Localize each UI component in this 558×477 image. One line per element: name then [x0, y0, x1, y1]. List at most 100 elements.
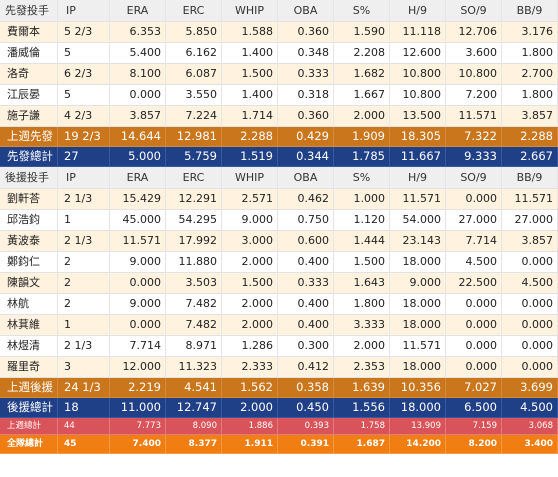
stat-cell: 2.571: [222, 189, 278, 210]
stat-cell: 2.700: [502, 64, 558, 85]
stat-cell: 0.000: [110, 85, 166, 106]
stat-cell: 2.000: [334, 336, 390, 357]
stat-cell: 24 1/3: [58, 378, 110, 398]
column-header: WHIP: [222, 167, 278, 189]
stat-cell: 27: [58, 147, 110, 167]
column-header: IP: [58, 167, 110, 189]
stat-cell: 17.992: [166, 231, 222, 252]
stat-cell: 0.400: [278, 294, 334, 315]
stat-cell: 1.639: [334, 378, 390, 398]
stat-cell: 11.571: [390, 336, 446, 357]
starters-last-week-row: 上週先發 19 2/3 14.644 12.981 2.288 0.429 1.909 18.…: [0, 127, 558, 147]
stat-cell: 0.400: [278, 252, 334, 273]
stat-cell: 0.462: [278, 189, 334, 210]
table-row: 潘威倫 5 5.400 6.162 1.400 0.348 2.208 12.600 3.600…: [0, 43, 558, 64]
row-label: 費爾本: [0, 22, 58, 43]
stat-cell: 22.500: [446, 273, 502, 294]
stat-cell: 3.857: [502, 106, 558, 127]
stat-cell: 1.800: [502, 85, 558, 106]
stat-cell: 14.200: [390, 435, 446, 454]
pitching-stats-table: 先發投手 IP ERA ERC WHIP OBA S% H/9 SO/9 BB/9 費爾本 5 2/3…: [0, 0, 558, 454]
stat-cell: 11.118: [390, 22, 446, 43]
stat-cell: 7.159: [446, 418, 502, 435]
stat-cell: 1.556: [334, 398, 390, 418]
stat-cell: 2.288: [502, 127, 558, 147]
stat-cell: 1.500: [334, 252, 390, 273]
column-header: BB/9: [502, 167, 558, 189]
stat-cell: 8.971: [166, 336, 222, 357]
stat-cell: 0.344: [278, 147, 334, 167]
stat-cell: 1.444: [334, 231, 390, 252]
table-body: 先發投手 IP ERA ERC WHIP OBA S% H/9 SO/9 BB/9 費爾本 5 2/3…: [0, 0, 558, 454]
stat-cell: 0.348: [278, 43, 334, 64]
stat-cell: 1.687: [334, 435, 390, 454]
stat-cell: 2: [58, 252, 110, 273]
relievers-total-row: 後援總計 18 11.000 12.747 2.000 0.450 1.556 18.000 6…: [0, 398, 558, 418]
table-row: 林煜清 2 1/3 7.714 8.971 1.286 0.300 2.000 11.571 0…: [0, 336, 558, 357]
stat-cell: 2: [58, 294, 110, 315]
stat-cell: 1.785: [334, 147, 390, 167]
stat-cell: 2.000: [222, 398, 278, 418]
row-label: 林煜清: [0, 336, 58, 357]
stat-cell: 0.360: [278, 22, 334, 43]
stat-cell: 3.400: [502, 435, 558, 454]
stat-cell: 0.333: [278, 273, 334, 294]
column-header: ERA: [110, 0, 166, 22]
row-label: 上週先發: [0, 127, 58, 147]
stat-cell: 2.000: [222, 252, 278, 273]
stat-cell: 3.600: [446, 43, 502, 64]
stat-cell: 1.911: [222, 435, 278, 454]
column-header: S%: [334, 0, 390, 22]
column-header: WHIP: [222, 0, 278, 22]
stat-cell: 15.429: [110, 189, 166, 210]
stat-cell: 3.068: [502, 418, 558, 435]
row-label: 潘威倫: [0, 43, 58, 64]
row-label: 全隊總計: [0, 435, 58, 454]
stat-cell: 19 2/3: [58, 127, 110, 147]
stat-cell: 1.120: [334, 210, 390, 231]
table-row: 劉軒荅 2 1/3 15.429 12.291 2.571 0.462 1.000 11.57…: [0, 189, 558, 210]
table-row: 黃波泰 2 1/3 11.571 17.992 3.000 0.600 1.444 23.14…: [0, 231, 558, 252]
stat-cell: 13.909: [390, 418, 446, 435]
stat-cell: 5: [58, 85, 110, 106]
row-label: 邱浩鈞: [0, 210, 58, 231]
stat-cell: 1.667: [334, 85, 390, 106]
stat-cell: 1.682: [334, 64, 390, 85]
stat-cell: 2 1/3: [58, 336, 110, 357]
stat-cell: 27.000: [502, 210, 558, 231]
stat-cell: 0.391: [278, 435, 334, 454]
stat-cell: 10.800: [390, 85, 446, 106]
column-header: H/9: [390, 167, 446, 189]
stat-cell: 4.541: [166, 378, 222, 398]
stat-cell: 3.503: [166, 273, 222, 294]
stat-cell: 2.000: [222, 315, 278, 336]
column-header: OBA: [278, 167, 334, 189]
stat-cell: 0.360: [278, 106, 334, 127]
stat-cell: 9.333: [446, 147, 502, 167]
column-header: IP: [58, 0, 110, 22]
stat-cell: 1.286: [222, 336, 278, 357]
stat-cell: 54.000: [390, 210, 446, 231]
row-label: 上週後援: [0, 378, 58, 398]
stat-cell: 3.550: [166, 85, 222, 106]
stat-cell: 9.000: [390, 273, 446, 294]
column-header: BB/9: [502, 0, 558, 22]
stat-cell: 7.224: [166, 106, 222, 127]
stat-cell: 3.857: [502, 231, 558, 252]
stat-cell: 18: [58, 398, 110, 418]
row-label: 洛奇: [0, 64, 58, 85]
stat-cell: 7.322: [446, 127, 502, 147]
table-row: 羅里奇 3 12.000 11.323 2.333 0.412 2.353 18.000 0.0…: [0, 357, 558, 378]
stat-cell: 10.800: [390, 64, 446, 85]
stat-cell: 2 1/3: [58, 189, 110, 210]
stat-cell: 4.500: [502, 273, 558, 294]
stat-cell: 11.667: [390, 147, 446, 167]
stat-cell: 1.500: [222, 64, 278, 85]
stat-cell: 44: [58, 418, 110, 435]
stat-cell: 8.100: [110, 64, 166, 85]
stat-cell: 1.500: [222, 273, 278, 294]
stat-cell: 0.000: [502, 294, 558, 315]
stat-cell: 11.323: [166, 357, 222, 378]
stat-cell: 1.886: [222, 418, 278, 435]
column-header: H/9: [390, 0, 446, 22]
